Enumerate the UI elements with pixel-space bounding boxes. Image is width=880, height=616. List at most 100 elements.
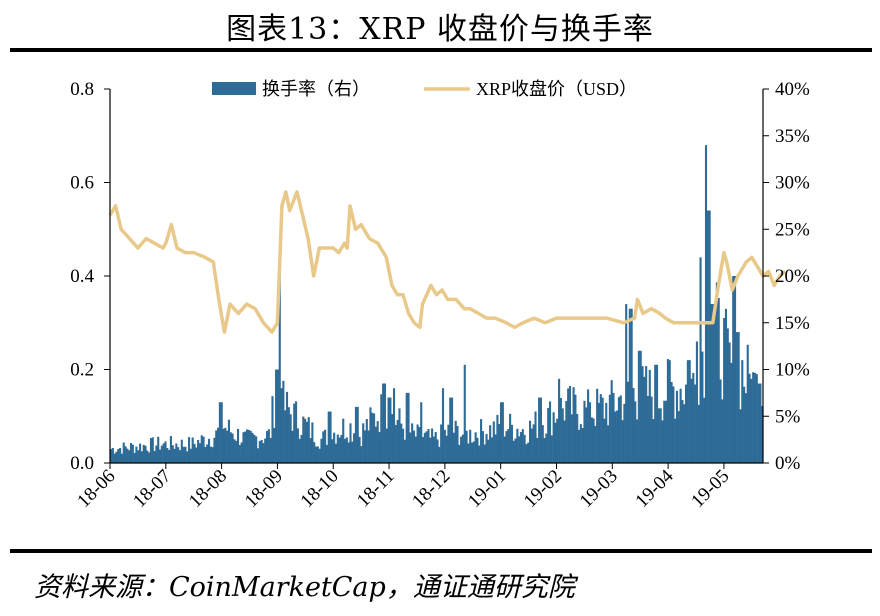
turnover-bar <box>429 437 432 463</box>
turnover-bar <box>541 425 544 463</box>
turnover-bar <box>717 297 720 463</box>
turnover-bar <box>679 388 682 463</box>
x-tick-label: 19-02 <box>520 466 566 512</box>
turnover-bar <box>110 449 113 463</box>
turnover-bar <box>461 434 464 463</box>
chart-title: 图表13：XRP 收盘价与换手率 <box>226 12 654 47</box>
turnover-bar <box>151 437 154 463</box>
right-tick-label: 15% <box>775 313 810 334</box>
turnover-bar <box>436 439 439 463</box>
turnover-bar <box>487 439 490 463</box>
turnover-bar <box>260 440 263 463</box>
turnover-bar <box>421 437 425 463</box>
turnover-bar <box>523 434 526 463</box>
turnover-bar <box>694 384 697 463</box>
turnover-bar <box>510 424 513 463</box>
turnover-bar <box>412 430 416 463</box>
turnover-bar <box>668 360 671 463</box>
turnover-bar <box>182 446 185 463</box>
turnover-bar <box>692 372 695 463</box>
turnover-bar <box>686 360 689 463</box>
turnover-bar <box>507 429 510 463</box>
x-tick-label: 18-08 <box>185 466 231 512</box>
x-tick-label: 19-05 <box>687 466 733 512</box>
turnover-bar <box>206 444 209 463</box>
turnover-bar <box>244 431 247 463</box>
turnover-bar <box>133 452 136 463</box>
turnover-bar <box>191 437 194 463</box>
turnover-bar <box>655 364 659 463</box>
turnover-bar <box>643 376 646 463</box>
turnover-bar <box>322 431 325 463</box>
turnover-bar <box>129 443 133 463</box>
turnover-bar <box>576 413 579 463</box>
turnover-bar <box>186 451 189 463</box>
turnover-bar <box>449 397 452 463</box>
turnover-bar <box>579 424 582 463</box>
turnover-bar <box>325 444 328 463</box>
turnover-bar <box>755 374 758 463</box>
x-tick-label: 18-09 <box>241 466 287 512</box>
turnover-bar <box>592 418 595 463</box>
turnover-bar <box>708 210 711 463</box>
turnover-bar <box>142 444 145 463</box>
turnover-bar <box>467 443 470 463</box>
turnover-bar <box>470 442 474 463</box>
turnover-bar <box>157 436 160 463</box>
turnover-bar <box>235 440 238 463</box>
x-tick-label: 18-07 <box>129 466 175 512</box>
turnover-bar <box>730 362 733 463</box>
turnover-bar <box>117 449 120 463</box>
turnover-bar <box>616 410 619 463</box>
turnover-bar <box>529 420 532 463</box>
turnover-bar <box>353 433 356 463</box>
turnover-bar <box>443 429 446 463</box>
turnover-bar <box>690 378 693 463</box>
turnover-bar <box>672 386 675 463</box>
turnover-bar <box>741 360 744 463</box>
turnover-bar <box>178 450 182 463</box>
turnover-bar <box>342 418 345 463</box>
turnover-bar <box>398 408 401 463</box>
turnover-bar <box>387 397 390 463</box>
x-tick-label: 18-12 <box>408 466 454 512</box>
turnover-bar <box>599 394 602 463</box>
turnover-bar <box>392 388 396 463</box>
turnover-bar <box>195 447 198 463</box>
turnover-bar <box>316 446 319 463</box>
turnover-bar <box>639 350 642 463</box>
turnover-bar <box>215 430 218 463</box>
turnover-bar <box>626 381 630 463</box>
turnover-bar <box>171 445 174 463</box>
turnover-bar <box>451 397 454 463</box>
turnover-bar <box>514 438 517 463</box>
turnover-bar <box>723 318 726 463</box>
turnover-bar <box>688 360 691 463</box>
turnover-bar <box>489 425 492 463</box>
turnover-bar <box>612 392 615 464</box>
right-tick-label: 20% <box>775 266 810 287</box>
turnover-bar <box>336 434 339 463</box>
turnover-bar <box>324 429 327 463</box>
turnover-bar <box>621 420 624 463</box>
turnover-bar <box>572 387 575 463</box>
turnover-bar <box>233 439 236 463</box>
turnover-bar <box>264 438 267 463</box>
turnover-bar <box>382 383 385 463</box>
right-tick-label: 40% <box>775 79 810 100</box>
turnover-bar <box>131 444 134 463</box>
turnover-bar <box>338 437 341 463</box>
turnover-bar <box>144 445 147 463</box>
turnover-bar <box>354 406 357 463</box>
turnover-bar <box>275 369 278 463</box>
turnover-bar <box>177 447 180 463</box>
turnover-bar <box>111 448 114 463</box>
turnover-bar <box>367 430 370 463</box>
turnover-bar <box>423 432 426 463</box>
turnover-bar <box>363 430 367 463</box>
turnover-bar <box>329 411 332 463</box>
turnover-bar <box>164 441 167 463</box>
turnover-bar <box>331 439 334 463</box>
turnover-bar <box>431 428 434 463</box>
turnover-bar <box>305 421 309 463</box>
